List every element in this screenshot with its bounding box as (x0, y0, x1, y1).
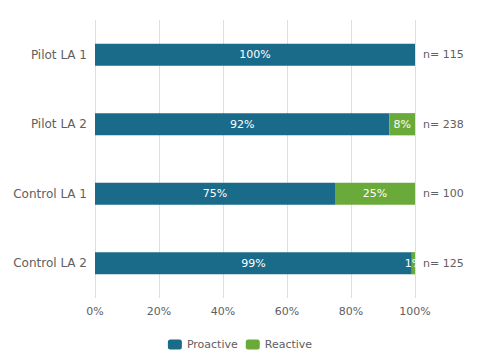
svg-text:1%: 1% (405, 257, 422, 270)
svg-text:n= 115: n= 115 (423, 48, 464, 61)
svg-text:Control LA 2: Control LA 2 (13, 256, 87, 270)
svg-text:n= 100: n= 100 (423, 187, 464, 200)
svg-text:99%: 99% (241, 257, 265, 270)
svg-text:n= 125: n= 125 (423, 257, 464, 270)
svg-text:8%: 8% (393, 118, 410, 131)
svg-text:25%: 25% (363, 187, 387, 200)
svg-text:20%: 20% (147, 305, 171, 318)
svg-text:60%: 60% (275, 305, 299, 318)
svg-text:0%: 0% (86, 305, 103, 318)
svg-text:Reactive: Reactive (265, 338, 313, 351)
svg-text:100%: 100% (239, 48, 270, 61)
svg-text:92%: 92% (230, 118, 254, 131)
svg-text:40%: 40% (211, 305, 235, 318)
svg-text:n= 238: n= 238 (423, 118, 464, 131)
svg-text:75%: 75% (203, 187, 227, 200)
svg-text:Control LA 1: Control LA 1 (13, 187, 87, 201)
svg-text:80%: 80% (339, 305, 363, 318)
svg-text:Pilot LA 1: Pilot LA 1 (31, 48, 87, 62)
svg-text:Proactive: Proactive (187, 338, 238, 351)
svg-text:Pilot LA 2: Pilot LA 2 (31, 117, 87, 131)
svg-text:100%: 100% (399, 305, 430, 318)
